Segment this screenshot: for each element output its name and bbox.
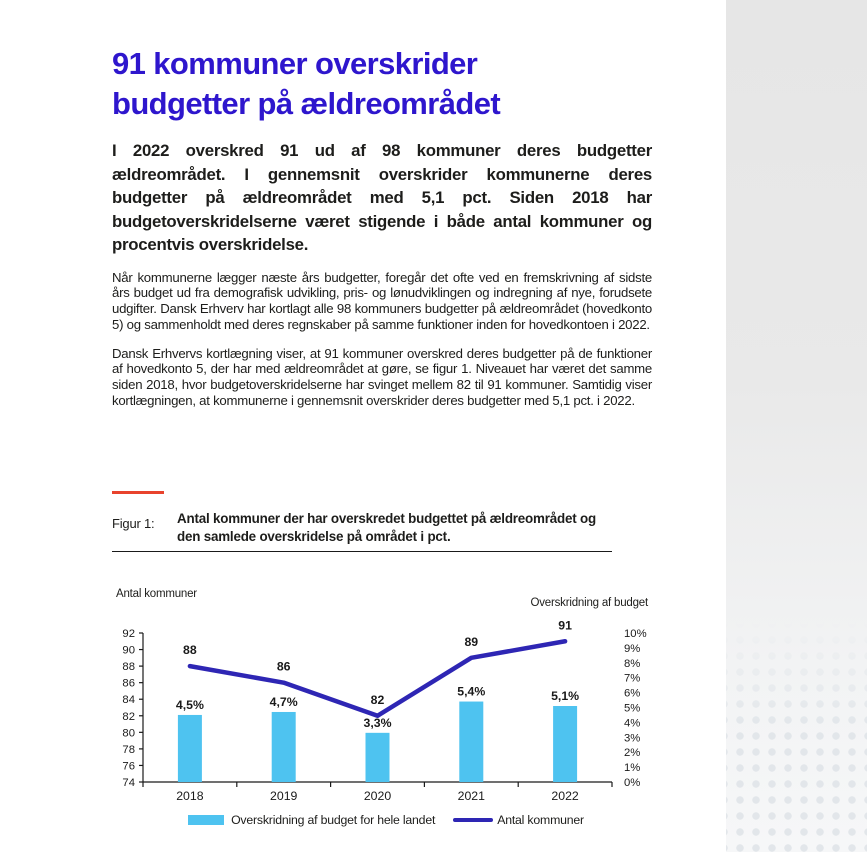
bar-2021 bbox=[459, 701, 484, 782]
left-axis-tick-label: 76 bbox=[122, 760, 135, 772]
x-axis-category-label: 2021 bbox=[458, 789, 486, 803]
left-axis-tick-label: 78 bbox=[122, 744, 135, 756]
right-axis-tick-label: 1% bbox=[624, 762, 640, 774]
line-series bbox=[187, 639, 568, 719]
bar-2019 bbox=[271, 711, 296, 782]
red-accent-dash bbox=[112, 491, 164, 494]
right-axis-tick-label: 5% bbox=[624, 703, 640, 715]
dot-pattern bbox=[726, 622, 867, 852]
right-axis-tick-label: 6% bbox=[624, 688, 640, 700]
x-axis-category-label: 2019 bbox=[270, 789, 298, 803]
x-axis-category-label: 2020 bbox=[364, 789, 392, 803]
right-axis-title: Overskridning af budget bbox=[530, 597, 649, 609]
bar-label-2020: 3,3% bbox=[363, 716, 391, 730]
side-panel bbox=[726, 0, 867, 852]
x-axis-category-label: 2022 bbox=[551, 789, 579, 803]
page-title-line2: budgetter på ældreområdet bbox=[112, 86, 501, 121]
page-title-line1: 91 kommuner overskrider bbox=[112, 46, 478, 81]
left-axis-title: Antal kommuner bbox=[116, 588, 197, 600]
article-content: 91 kommuner overskrider budgetter på ældr… bbox=[112, 0, 652, 409]
body-paragraph-1: Når kommunerne lægger næste års budgette… bbox=[112, 269, 652, 332]
right-axis-tick-label: 9% bbox=[624, 643, 640, 655]
left-axis-tick-label: 88 bbox=[122, 661, 135, 673]
chart-legend: Overskridning af budget for hele landet A… bbox=[112, 813, 660, 827]
legend-item-line: Antal kommuner bbox=[453, 813, 584, 827]
left-axis-tick-label: 74 bbox=[122, 777, 135, 789]
line-label-2018: 88 bbox=[183, 643, 197, 657]
right-axis-tick-label: 7% bbox=[624, 673, 640, 685]
line-label-2022: 91 bbox=[558, 618, 572, 632]
right-axis-tick-label: 8% bbox=[624, 658, 640, 670]
bar-2018 bbox=[177, 714, 202, 782]
lead-paragraph: I 2022 overskred 91 ud af 98 kommuner de… bbox=[112, 141, 652, 254]
legend-label: Overskridning af budget for hele landet bbox=[231, 813, 436, 827]
right-axis-tick-label: 10% bbox=[624, 628, 647, 640]
bar-2022 bbox=[553, 706, 578, 782]
left-axis-tick-label: 82 bbox=[122, 711, 135, 723]
figure-1: Figur 1: Antal kommuner der har overskre… bbox=[112, 483, 660, 848]
legend-swatch-line bbox=[453, 817, 494, 823]
figure-label: Figur 1: bbox=[112, 516, 155, 531]
bar-2020 bbox=[365, 732, 390, 782]
figure-caption-row: Figur 1: Antal kommuner der har overskre… bbox=[112, 510, 612, 545]
right-axis-tick-label: 3% bbox=[624, 732, 640, 744]
left-axis-tick-label: 92 bbox=[122, 628, 135, 640]
bar-label-2021: 5,4% bbox=[457, 685, 485, 699]
legend-label: Antal kommuner bbox=[497, 813, 584, 827]
line-label-2019: 86 bbox=[277, 660, 291, 674]
left-axis-tick-label: 90 bbox=[122, 645, 135, 657]
body-paragraph-2: Dansk Erhvervs kortlægning viser, at 91 … bbox=[112, 345, 652, 409]
right-axis-tick-label: 4% bbox=[624, 717, 640, 729]
left-axis-tick-label: 80 bbox=[122, 727, 135, 739]
legend-item-bar: Overskridning af budget for hele landet bbox=[188, 813, 435, 827]
right-axis-tick-label: 0% bbox=[624, 777, 640, 789]
line-label-2020: 82 bbox=[371, 693, 385, 707]
left-axis-tick-label: 84 bbox=[122, 694, 135, 706]
figure-chart-svg: 74 76 78 80 82 84 86 88 90 92 0% 1% 2% 3% 4% 5% 6% 7% 8% 9%… bbox=[122, 618, 647, 803]
line-label-2021: 89 bbox=[464, 635, 478, 649]
bar-label-2019: 4,7% bbox=[270, 695, 298, 709]
left-axis-tick-label: 86 bbox=[122, 678, 135, 690]
right-axis-tick-label: 2% bbox=[624, 747, 640, 759]
bar-label-2018: 4,5% bbox=[176, 698, 204, 712]
x-axis-category-label: 2018 bbox=[176, 789, 204, 803]
page-title: 91 kommuner overskrider budgetter på ældr… bbox=[112, 44, 652, 124]
bar-label-2022: 5,1% bbox=[551, 689, 579, 703]
figure-caption: Antal kommuner der har overskredet budge… bbox=[177, 511, 596, 544]
legend-swatch-bar bbox=[188, 815, 225, 825]
document-page: 91 kommuner overskrider budgetter på ældr… bbox=[112, 0, 660, 848]
caption-divider bbox=[112, 551, 612, 552]
